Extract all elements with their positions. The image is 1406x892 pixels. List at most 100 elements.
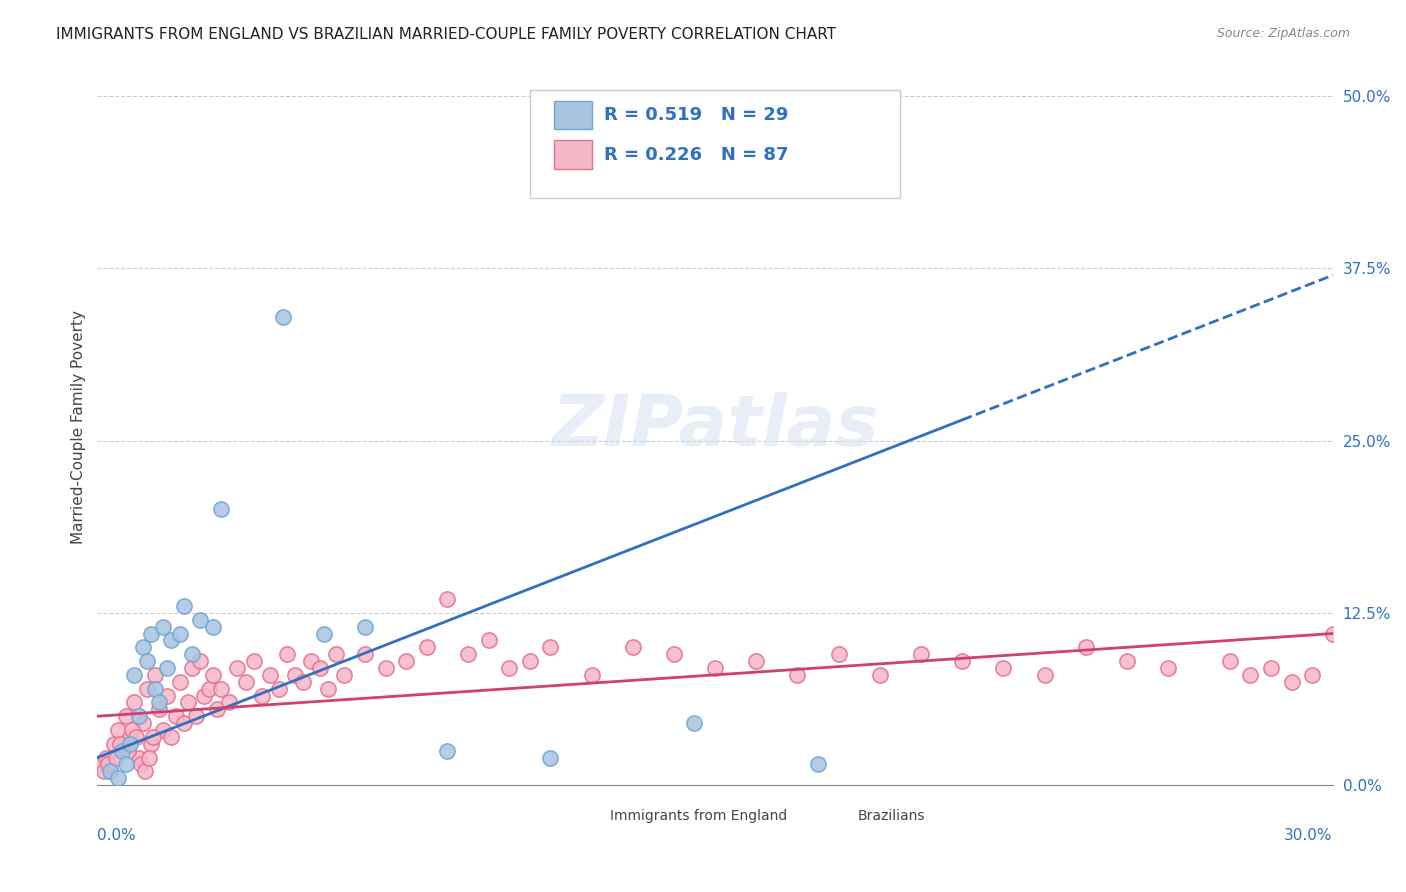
Point [1115, 654, 1137, 668]
Point [177, 695, 200, 709]
Point [209, 681, 232, 696]
Point [581, 668, 603, 682]
Point [333, 668, 356, 682]
Point [218, 695, 240, 709]
Point [910, 647, 932, 661]
Point [205, 702, 228, 716]
Point [662, 647, 685, 661]
Point [457, 647, 479, 661]
Point [152, 723, 174, 737]
Point [395, 654, 418, 668]
Bar [814, 806, 845, 824]
Point [950, 654, 973, 668]
Text: Source: ZipAtlas.com: Source: ZipAtlas.com [1216, 27, 1350, 40]
Point [1239, 668, 1261, 682]
Point [120, 730, 142, 744]
Point [250, 689, 273, 703]
Point [135, 681, 157, 696]
Point [138, 750, 160, 764]
Text: Immigrants from England: Immigrants from England [610, 809, 787, 823]
Point [121, 723, 143, 737]
Point [243, 654, 266, 668]
Point [292, 674, 315, 689]
Text: 30.0%: 30.0% [1284, 828, 1333, 843]
Point [173, 716, 195, 731]
Point [139, 737, 162, 751]
Point [188, 613, 211, 627]
Point [117, 744, 139, 758]
Text: 0.0%: 0.0% [97, 828, 136, 843]
Point [129, 757, 152, 772]
Point [276, 647, 298, 661]
Point [1157, 661, 1180, 675]
Point [143, 681, 166, 696]
Point [197, 681, 219, 696]
Point [477, 633, 499, 648]
Point [125, 730, 148, 744]
Point [173, 599, 195, 613]
Point [308, 661, 330, 675]
Point [1322, 626, 1344, 640]
Point [142, 730, 165, 744]
Point [124, 668, 146, 682]
Point [98, 764, 121, 779]
Point [156, 689, 179, 703]
Point [519, 654, 541, 668]
Point [156, 661, 179, 675]
Point [124, 695, 146, 709]
Point [436, 744, 458, 758]
Point [354, 620, 377, 634]
Point [325, 647, 347, 661]
Point [621, 640, 644, 655]
Text: IMMIGRANTS FROM ENGLAND VS BRAZILIAN MARRIED-COUPLE FAMILY POVERTY CORRELATION C: IMMIGRANTS FROM ENGLAND VS BRAZILIAN MAR… [56, 27, 837, 42]
Point [131, 716, 153, 731]
Point [169, 626, 191, 640]
Text: ZIPatlas: ZIPatlas [551, 392, 879, 461]
Point [267, 681, 290, 696]
Point [148, 695, 170, 709]
Point [201, 668, 224, 682]
Point [160, 730, 183, 744]
Point [181, 661, 204, 675]
Point [538, 640, 561, 655]
Point [436, 592, 458, 607]
Point [316, 681, 339, 696]
Point [235, 674, 257, 689]
Point [115, 757, 138, 772]
Point [103, 737, 125, 751]
Point [284, 668, 307, 682]
Point [152, 620, 174, 634]
Point [209, 502, 232, 516]
Point [827, 647, 849, 661]
Bar [567, 806, 598, 824]
Point [128, 709, 150, 723]
Point [111, 744, 134, 758]
Point [704, 661, 727, 675]
Point [745, 171, 768, 186]
Point [97, 757, 120, 772]
Point [1074, 640, 1097, 655]
Point [93, 764, 115, 779]
Point [135, 654, 157, 668]
Point [201, 620, 224, 634]
Y-axis label: Married-Couple Family Poverty: Married-Couple Family Poverty [72, 310, 86, 544]
Point [271, 310, 294, 324]
Point [683, 716, 706, 731]
Point [869, 668, 891, 682]
Point [148, 702, 170, 716]
FancyBboxPatch shape [530, 90, 900, 197]
Point [94, 750, 117, 764]
Point [98, 764, 121, 779]
Point [301, 654, 323, 668]
Point [90, 757, 112, 772]
Point [416, 640, 439, 655]
Point [498, 661, 520, 675]
Point [128, 750, 150, 764]
Point [745, 654, 768, 668]
Text: Brazilians: Brazilians [858, 809, 925, 823]
Point [807, 757, 830, 772]
Point [169, 674, 191, 689]
Point [374, 661, 396, 675]
Point [131, 640, 153, 655]
Point [143, 668, 166, 682]
